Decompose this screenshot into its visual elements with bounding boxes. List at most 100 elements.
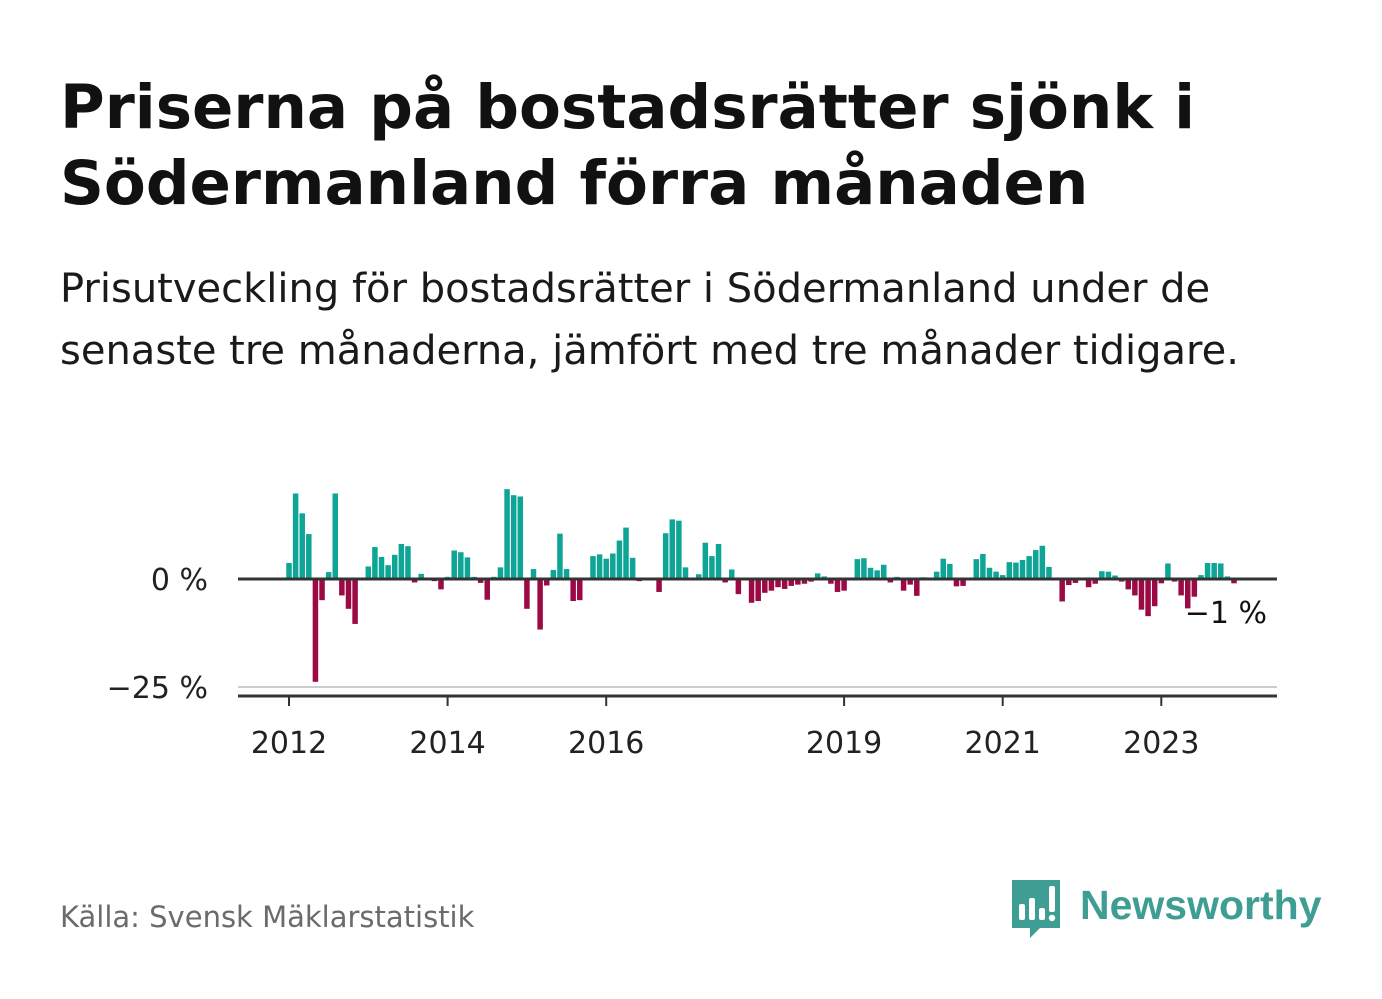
x-tick-label: 2012: [251, 726, 327, 761]
bar: [867, 567, 874, 579]
bar: [550, 569, 557, 579]
bar: [570, 579, 576, 602]
bar: [411, 579, 418, 583]
bar: [1231, 579, 1237, 584]
chart-title: Priserna på bostadsrätter sjönk i Söderm…: [60, 72, 1196, 219]
bar: [1211, 563, 1217, 579]
bar: [325, 572, 332, 579]
bar: [682, 567, 689, 579]
bar: [722, 579, 728, 583]
bar: [999, 575, 1006, 579]
brand-name: Newsworthy: [1080, 882, 1322, 928]
bar: [477, 579, 484, 583]
x-tick-label: 2021: [965, 726, 1041, 761]
bar: [332, 493, 339, 579]
bar: [1019, 559, 1026, 579]
bar: [378, 556, 385, 579]
bar: [458, 552, 464, 579]
bar: [616, 540, 623, 579]
bar: [907, 579, 913, 585]
bar: [755, 579, 761, 602]
bar: [438, 579, 444, 590]
bar: [788, 579, 794, 586]
bar: [391, 554, 398, 579]
bar: [676, 520, 682, 579]
bar: [537, 579, 543, 630]
bar: [854, 559, 861, 579]
y-tick-label: −25 %: [107, 671, 208, 706]
bar: [1112, 575, 1118, 579]
bar: [887, 579, 894, 583]
bar-chart: 0 % −25 % 2012 2014 2016 2019 2021 2023 −1 %: [107, 489, 1277, 761]
bar: [656, 579, 662, 592]
bar: [748, 579, 755, 603]
bar: [610, 553, 616, 579]
bar: [345, 579, 352, 609]
bar: [524, 579, 530, 609]
bar: [669, 519, 676, 579]
bar: [365, 566, 372, 579]
bar: [510, 495, 517, 579]
bar: [1013, 562, 1019, 579]
bar: [1132, 579, 1138, 596]
bar: [339, 579, 345, 596]
bar: [973, 559, 980, 579]
bar: [801, 579, 808, 584]
bar: [953, 579, 960, 587]
bar: [1151, 579, 1158, 607]
x-tick-label: 2019: [806, 726, 882, 761]
bar: [1059, 579, 1065, 602]
bar: [1039, 545, 1046, 579]
bar: [1046, 566, 1052, 579]
bar: [1092, 579, 1098, 584]
bar: [590, 556, 596, 579]
x-tick-label: 2016: [568, 726, 644, 761]
bar: [1145, 579, 1151, 617]
x-tick-label: 2014: [409, 726, 485, 761]
bar: [292, 493, 299, 579]
bar: [1032, 550, 1039, 579]
bar: [517, 496, 524, 579]
bars-group: [286, 489, 1237, 682]
bar: [814, 573, 821, 579]
bar: [762, 579, 768, 593]
bar: [768, 579, 775, 591]
bar: [993, 571, 999, 579]
bar: [1006, 562, 1013, 579]
chart-subtitle: Prisutveckling för bostadsrätter i Söder…: [60, 266, 1239, 374]
bar: [398, 544, 405, 579]
bar: [1105, 571, 1112, 579]
last-value-label: −1 %: [1185, 596, 1267, 631]
bar: [828, 579, 834, 584]
bar: [1158, 579, 1165, 584]
bar: [1099, 571, 1105, 579]
bar: [1178, 579, 1184, 596]
bar: [1198, 575, 1204, 579]
bar: [405, 546, 411, 579]
bar: [306, 534, 312, 579]
bar: [319, 579, 325, 601]
bar: [775, 579, 781, 588]
bar: [1072, 579, 1079, 583]
bar: [451, 550, 457, 579]
bar: [841, 579, 847, 591]
bar: [861, 558, 867, 579]
bar: [530, 569, 537, 579]
brand-logo: Newsworthy: [1010, 878, 1330, 942]
bar: [563, 569, 570, 579]
bar: [914, 579, 920, 596]
bar: [1085, 579, 1092, 588]
bar: [484, 579, 490, 600]
bar: [781, 579, 788, 589]
y-axis: 0 % −25 %: [107, 563, 208, 706]
bar: [1125, 579, 1132, 590]
bar: [497, 567, 504, 579]
bar: [874, 570, 880, 579]
bar: [418, 573, 424, 579]
bar: [464, 557, 471, 579]
bar: [881, 564, 887, 579]
bar: [312, 579, 319, 682]
x-tick-label: 2023: [1123, 726, 1199, 761]
source-note: Källa: Svensk Mäklarstatistik: [60, 900, 475, 934]
bar: [735, 579, 742, 595]
